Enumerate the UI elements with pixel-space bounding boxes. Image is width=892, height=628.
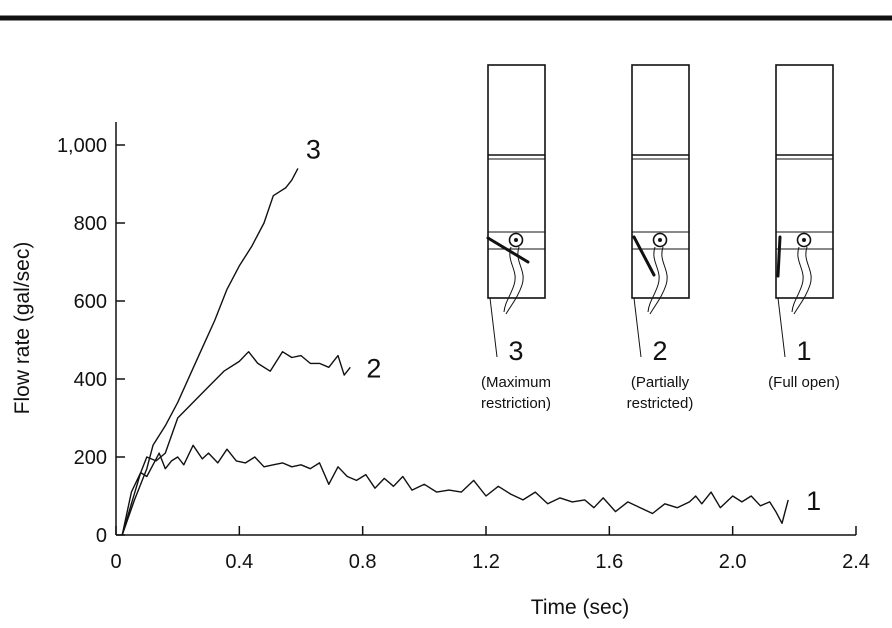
panel-number: 1 — [796, 336, 811, 366]
valve-housing — [487, 64, 546, 299]
valve-housing — [775, 64, 834, 299]
panel-caption: (Full open) — [768, 374, 840, 391]
flap — [632, 235, 656, 277]
x-tick-label: 2.4 — [842, 551, 870, 573]
flap — [776, 235, 782, 278]
linkage — [791, 246, 804, 313]
linkage — [793, 246, 812, 315]
valve-panel-2: 2 (Partially restricted) — [627, 64, 694, 412]
linkage — [505, 246, 524, 315]
valve-position-inset: 3 (Maximum restriction) 2 (Partially restrict… — [481, 64, 840, 412]
x-tick-label: 0.4 — [225, 551, 253, 573]
linkage — [647, 246, 660, 313]
x-tick-label: 0.8 — [349, 551, 377, 573]
series-3-line — [121, 168, 299, 536]
y-tick-label: 1,000 — [57, 135, 107, 157]
linkage — [503, 246, 516, 313]
pivot-center-icon — [802, 238, 806, 242]
valve-panel-3: 3 (Maximum restriction) — [481, 64, 551, 412]
panel-number: 3 — [508, 336, 523, 366]
series-3-label: 3 — [306, 134, 321, 164]
series-1-label: 1 — [806, 486, 821, 516]
pivot-center-icon — [658, 238, 662, 242]
valve-housing — [631, 64, 690, 299]
tick-labels: 0 0.4 0.8 1.2 1.6 2.0 2.4 0 200 400 600 800 1,000 — [57, 135, 870, 573]
axes — [115, 122, 856, 536]
x-tick-label: 2.0 — [719, 551, 747, 573]
ticks — [115, 144, 857, 536]
panel-number: 2 — [652, 336, 667, 366]
pointer-line — [777, 297, 786, 358]
panel-caption: (Partially — [631, 374, 690, 391]
linkage — [649, 246, 668, 315]
y-tick-label: 400 — [74, 369, 107, 391]
x-tick-label: 1.6 — [595, 551, 623, 573]
pointer-line — [489, 297, 498, 358]
y-tick-label: 600 — [74, 291, 107, 313]
series-1-line — [121, 444, 789, 536]
curve-labels: 1 2 3 — [306, 134, 821, 516]
panel-caption: restricted) — [627, 395, 694, 412]
flap — [486, 236, 530, 264]
y-axis-title: Flow rate (gal/sec) — [11, 242, 34, 415]
panel-caption: restriction) — [481, 395, 551, 412]
pivot-center-icon — [514, 238, 518, 242]
x-axis-title: Time (sec) — [531, 596, 629, 619]
series-2-line — [121, 351, 351, 536]
series-2-label: 2 — [366, 353, 381, 383]
panel-caption: (Maximum — [481, 374, 551, 391]
y-tick-label: 800 — [74, 213, 107, 235]
pointer-line — [633, 297, 642, 358]
y-tick-label: 0 — [96, 525, 107, 547]
valve-panel-1: 1 (Full open) — [768, 64, 840, 391]
x-tick-label: 1.2 — [472, 551, 500, 573]
curves — [121, 168, 789, 536]
x-tick-label: 0 — [110, 551, 121, 573]
y-tick-label: 200 — [74, 447, 107, 469]
